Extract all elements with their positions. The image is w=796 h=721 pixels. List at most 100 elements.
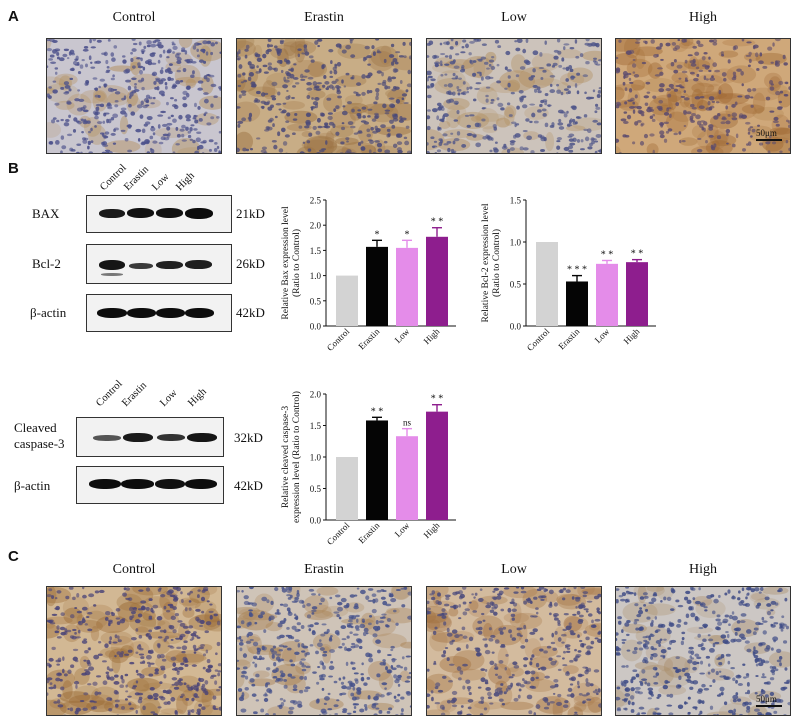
panel-c-title-erastin: Erastin bbox=[304, 562, 344, 577]
y-tick-label: 1.5 bbox=[310, 421, 322, 431]
significance-label: * * bbox=[631, 249, 644, 260]
blot2-label-cleaved-caspase3: Cleaved caspase-3 bbox=[14, 420, 65, 452]
panel-a-scale-label: 50μm bbox=[756, 128, 777, 138]
panel-c-image-low bbox=[426, 586, 602, 716]
panel-c-image-high bbox=[615, 586, 791, 716]
panel-a-image-low bbox=[426, 38, 602, 154]
significance-label: * * bbox=[431, 217, 444, 228]
significance-label: * bbox=[405, 229, 410, 240]
y-tick-label: 0.0 bbox=[310, 322, 322, 332]
blot1-lane-high: High bbox=[174, 170, 197, 193]
caspase3-bar-chart: 0.0 0.5 1.0 1.5 2.0 Relative cleaved caspase-… bbox=[281, 390, 456, 547]
significance-label: * * * bbox=[567, 265, 587, 276]
blot1-label-bcl2: Bcl-2 bbox=[32, 256, 61, 271]
bar-control bbox=[536, 242, 558, 326]
bcl2-bar-chart: 0.0 0.5 1.0 1.5 Relative Bcl-2 expression le… bbox=[481, 196, 656, 353]
panel-a-image-erastin bbox=[236, 38, 412, 154]
bar-high bbox=[626, 262, 648, 326]
category-label: Erastin bbox=[356, 520, 381, 545]
blot2-label-line2: caspase-3 bbox=[14, 436, 65, 451]
blot1-label-bax: BAX bbox=[32, 206, 60, 221]
y-tick-label: 2.0 bbox=[310, 390, 322, 400]
significance-label: * * bbox=[431, 394, 444, 405]
bax-bar-chart: 0.0 0.5 1.0 1.5 2.0 2.5 Relative Bax expressio… bbox=[281, 196, 456, 353]
bar-control bbox=[336, 457, 358, 520]
category-label: Low bbox=[593, 326, 612, 345]
blot2-kd-caspase3: 32kD bbox=[234, 430, 263, 445]
category-label: Erastin bbox=[356, 326, 381, 351]
blot1-kd-actin: 42kD bbox=[236, 305, 265, 320]
bar-erastin bbox=[366, 246, 388, 326]
blot2-label-line1: Cleaved bbox=[14, 420, 57, 435]
panel-a-title-low: Low bbox=[501, 10, 527, 25]
panel-a-title-high: High bbox=[689, 10, 717, 25]
y-tick-label: 1.0 bbox=[310, 271, 322, 281]
category-label: Control bbox=[325, 520, 352, 547]
significance-label: * * bbox=[601, 249, 614, 260]
category-label: Control bbox=[325, 326, 352, 353]
panel-c-image-control bbox=[46, 586, 222, 716]
blot2-lane-high: High bbox=[186, 386, 209, 409]
y-tick-label: 1.5 bbox=[310, 246, 322, 256]
panel-a-image-control bbox=[46, 38, 222, 154]
panel-c-image-erastin bbox=[236, 586, 412, 716]
y-tick-label: 0.0 bbox=[510, 322, 522, 332]
blot1-lane-control: Control bbox=[98, 162, 129, 193]
significance-label: * * bbox=[371, 406, 384, 417]
category-label: Control bbox=[525, 326, 552, 353]
blot1-label-actin: β-actin bbox=[30, 305, 67, 320]
panel-a-title-control: Control bbox=[112, 10, 156, 25]
blot1-strip-actin bbox=[86, 294, 232, 332]
category-label: High bbox=[622, 326, 642, 346]
y-axis-label-line2: (Ratio to Control) bbox=[491, 229, 502, 297]
y-axis-label-line2: expression level (Ratio to Control) bbox=[291, 391, 302, 523]
y-tick-label: 1.5 bbox=[510, 196, 522, 206]
significance-label: * bbox=[375, 229, 380, 240]
bar-control bbox=[336, 275, 358, 326]
panel-c-title-high: High bbox=[689, 562, 717, 577]
y-tick-label: 0.5 bbox=[510, 280, 522, 290]
blot2-lane-low: Low bbox=[158, 387, 180, 409]
y-tick-label: 2.0 bbox=[310, 221, 322, 231]
y-axis-label-line1: Relative cleaved caspase-3 bbox=[281, 406, 291, 509]
panel-c-scale-label: 50μm bbox=[756, 694, 777, 704]
y-tick-label: 0.0 bbox=[310, 516, 322, 526]
panel-a-scale-bar: 50μm bbox=[756, 128, 782, 141]
blot1-lane-low: Low bbox=[150, 171, 172, 193]
blot2-label-actin: β-actin bbox=[14, 478, 51, 493]
bar-high bbox=[426, 236, 448, 326]
y-axis-label-line1: Relative Bcl-2 expression level bbox=[481, 203, 491, 322]
y-tick-label: 0.5 bbox=[310, 484, 322, 494]
significance-label: ns bbox=[403, 418, 412, 428]
panel-c-letter: C bbox=[8, 548, 19, 565]
blot2-lane-erastin: Erastin bbox=[120, 380, 150, 409]
blot2-strip-actin bbox=[76, 466, 224, 504]
panel-c-scale-bar: 50μm bbox=[756, 694, 782, 707]
category-label: High bbox=[422, 326, 442, 346]
y-axis-label-line2: (Ratio to Control) bbox=[291, 229, 302, 297]
blot1-kd-bax: 21kD bbox=[236, 206, 265, 221]
bar-low bbox=[396, 436, 418, 520]
category-label: Low bbox=[393, 520, 412, 539]
y-tick-label: 2.5 bbox=[310, 196, 322, 206]
panel-c-title-control: Control bbox=[112, 562, 156, 577]
blot2-lane-control: Control bbox=[94, 378, 125, 409]
blot1-kd-bcl2: 26kD bbox=[236, 256, 265, 271]
bar-high bbox=[426, 411, 448, 520]
y-tick-label: 0.5 bbox=[310, 296, 322, 306]
category-label: Erastin bbox=[556, 326, 581, 351]
panel-a-letter: A bbox=[8, 8, 19, 25]
y-tick-label: 1.0 bbox=[310, 453, 322, 463]
blot2-strip-caspase3 bbox=[76, 417, 224, 457]
bar-low bbox=[596, 263, 618, 326]
panel-b-letter: B bbox=[8, 160, 19, 177]
blot1-strip-bax bbox=[86, 195, 232, 233]
bar-erastin bbox=[566, 281, 588, 326]
panel-c-title-low: Low bbox=[501, 562, 527, 577]
blot1-strip-bcl2 bbox=[86, 244, 232, 284]
panel-a-title-erastin: Erastin bbox=[304, 10, 344, 25]
bar-erastin bbox=[366, 420, 388, 520]
blot2-kd-actin: 42kD bbox=[234, 478, 263, 493]
bar-low bbox=[396, 247, 418, 326]
y-tick-label: 1.0 bbox=[510, 238, 522, 248]
